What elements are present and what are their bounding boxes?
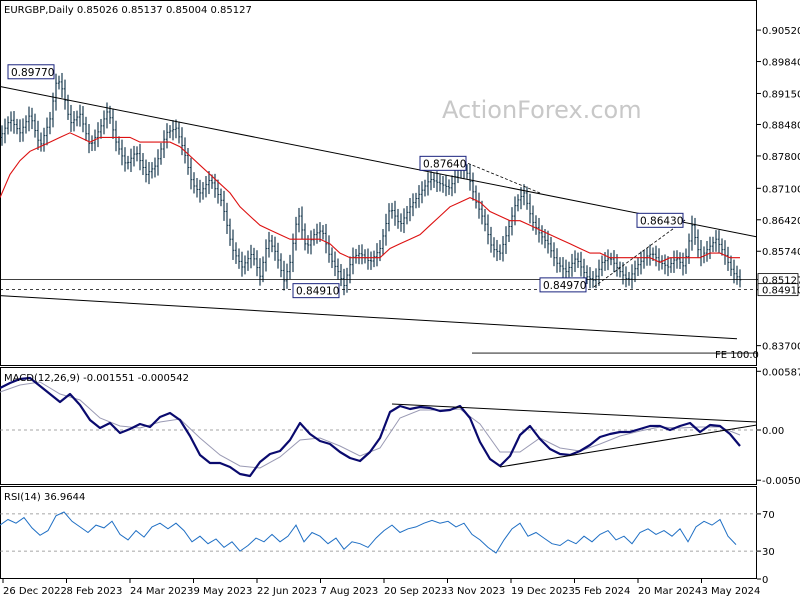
price-label-0.84970: 0.84970 [543, 280, 586, 292]
price-panel-title: EURGBP,Daily 0.85026 0.85137 0.85004 0.8… [4, 5, 252, 16]
time-axis-label: 3 Nov 2023 [448, 586, 506, 597]
macd-axis-label: 0.00 [762, 426, 784, 437]
price-label-0.87640: 0.87640 [423, 158, 466, 170]
time-axis: 26 Dec 2022 8 Feb 2023 24 Mar 2023 9 May 20… [2, 579, 761, 597]
fe-100-label: FE 100.0 [715, 350, 759, 361]
price-axis-label: 0.85127 [762, 276, 800, 287]
macd-trendline [391, 403, 757, 423]
price-axis-label: 0.83700 [762, 342, 800, 353]
rsi-axis: 70 30 0 [757, 510, 775, 586]
moving-average-line [0, 132, 740, 264]
price-trendline [0, 295, 738, 340]
price-label-box [636, 212, 684, 228]
price-annotations: 0.89770 0.87640 0.86430 0.84910 0.84970 FE 10… [7, 64, 759, 361]
rsi-plot-area [0, 511, 757, 554]
macd-line [0, 376, 741, 478]
time-axis-label: 22 Jun 2023 [257, 586, 317, 597]
macd-plot-area [0, 376, 757, 478]
rsi-axis-label: 0 [762, 575, 768, 586]
time-axis-label: 5 Feb 2024 [575, 586, 631, 597]
price-label-box [419, 155, 467, 171]
price-panel-frame [0, 0, 757, 366]
price-label-box [7, 64, 55, 80]
price-label-0.84910: 0.84910 [296, 286, 339, 298]
rsi-axis-label: 70 [762, 510, 775, 521]
rsi-panel-title: RSI(14) 36.9644 [4, 492, 85, 503]
price-axis-label: 0.89150 [762, 89, 800, 100]
rsi-line [0, 511, 737, 554]
price-axis-label: 0.90520 [762, 26, 800, 37]
price-axis-label: 0.85740 [762, 247, 800, 258]
time-axis-label: 19 Dec 2023 [511, 586, 575, 597]
time-axis-label: 26 Dec 2022 [3, 586, 67, 597]
time-axis-label: 9 May 2023 [194, 586, 253, 597]
time-axis-label: 7 Aug 2023 [321, 586, 379, 597]
macd-axis-label: 0.00587 [762, 367, 800, 378]
price-plot-area [0, 72, 757, 354]
time-axis-label: 20 Mar 2024 [638, 586, 701, 597]
price-label-0.86430: 0.86430 [640, 215, 683, 227]
rsi-axis-label: 30 [762, 547, 775, 558]
price-label-box [292, 283, 340, 299]
macd-axis-label: -0.005021 [762, 476, 800, 487]
price-axis-label: 0.84910 [762, 286, 800, 297]
price-axis-label: 0.86420 [762, 216, 800, 227]
price-axis: 0.90520 0.89840 0.89150 0.88480 0.87800 0.871… [757, 26, 800, 353]
time-axis-label: 8 Feb 2023 [67, 586, 123, 597]
price-label-0.89770: 0.89770 [11, 67, 54, 79]
macd-panel-frame [0, 367, 757, 485]
time-axis-label: 20 Sep 2023 [384, 586, 447, 597]
price-axis-label: 0.87100 [762, 184, 800, 195]
watermark-text: ActionForex.com [442, 96, 642, 124]
macd-panel-title: MACD(12,26,9) -0.001551 -0.000542 [4, 373, 189, 384]
price-label-box [539, 277, 587, 293]
time-axis-label: 24 Mar 2023 [130, 586, 193, 597]
projection-line [467, 162, 541, 194]
price-axis-label: 0.88480 [762, 120, 800, 131]
projection-line [593, 218, 687, 288]
price-axis-marker-box [757, 283, 799, 297]
price-trendline [0, 86, 757, 238]
time-axis-label: 3 May 2024 [702, 586, 761, 597]
macd-axis: 0.00587 0.00 -0.005021 [757, 367, 800, 487]
price-axis-label: 0.87800 [762, 152, 800, 163]
rsi-panel-frame [0, 486, 757, 579]
macd-trendline [499, 424, 757, 468]
price-axis-label: 0.89840 [762, 58, 800, 69]
